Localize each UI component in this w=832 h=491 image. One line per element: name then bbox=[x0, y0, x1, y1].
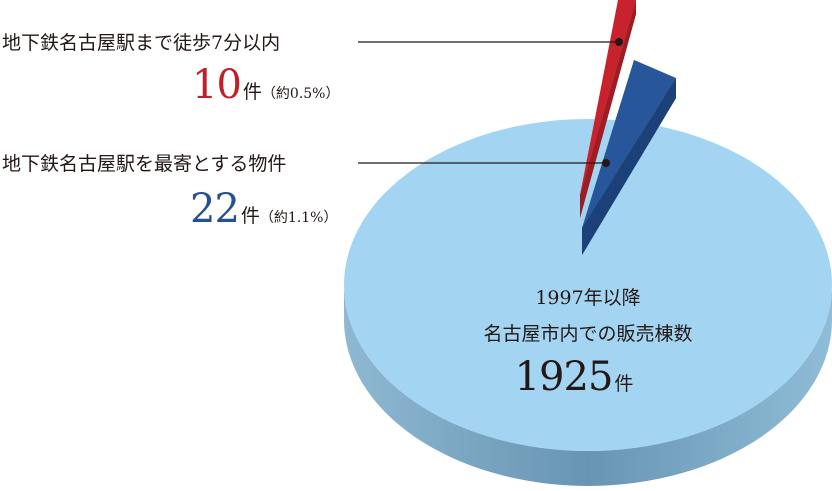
slice-value-red-number: 10 bbox=[192, 62, 241, 108]
slice-label-blue: 地下鉄名古屋駅を最寄とする物件 bbox=[2, 153, 286, 175]
total-value: 1925 件 bbox=[515, 354, 634, 400]
slice-value-blue: 22 件（約1.1%） bbox=[190, 186, 338, 232]
slice-label-red: 地下鉄名古屋駅まで徒歩7分以内 bbox=[2, 32, 280, 54]
slice-top-blue bbox=[582, 60, 676, 228]
slice-value-blue-number: 22 bbox=[190, 186, 239, 232]
leader-dot-red bbox=[615, 38, 623, 46]
leader-dot-blue bbox=[602, 159, 610, 167]
pie-base-side bbox=[344, 285, 832, 486]
total-label-line2: 名古屋市内での販売棟数 bbox=[483, 323, 692, 345]
pie-base-slice bbox=[344, 119, 832, 451]
total-value-number: 1925 bbox=[515, 354, 613, 400]
total-label-line1: 1997年以降 bbox=[535, 287, 640, 309]
slice-value-red: 10 件（約0.5%） bbox=[192, 62, 340, 108]
slice-side-blue-front bbox=[582, 78, 676, 255]
